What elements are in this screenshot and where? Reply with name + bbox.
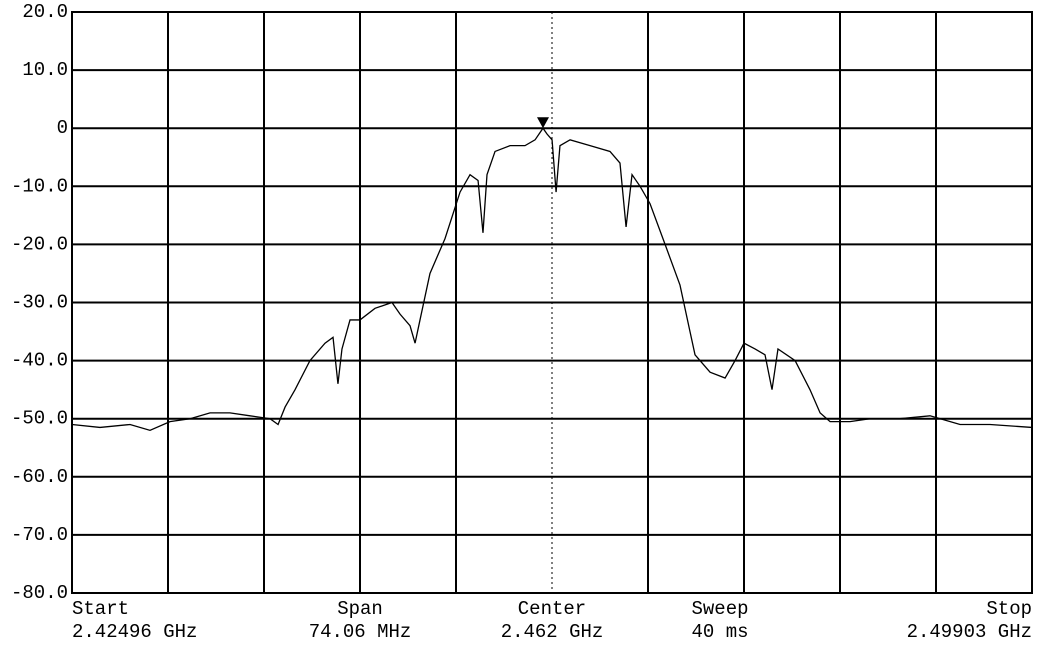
annotation-value: 2.49903 GHz xyxy=(907,621,1032,643)
y-tick-label: -40.0 xyxy=(11,350,68,372)
annotation-value: 40 ms xyxy=(691,621,748,643)
y-tick-label: 10.0 xyxy=(22,59,68,81)
annotation-label: Center xyxy=(518,598,586,620)
annotation-value: 2.42496 GHz xyxy=(72,621,197,643)
annotation-label: Span xyxy=(337,598,383,620)
plot-frame xyxy=(71,11,1033,594)
annotation-label: Sweep xyxy=(691,598,748,620)
y-tick-label: -80.0 xyxy=(11,582,68,604)
annotation-value: 2.462 GHz xyxy=(501,621,604,643)
annotation-value: 74.06 MHz xyxy=(309,621,412,643)
y-tick-label: -10.0 xyxy=(11,175,68,197)
y-tick-label: 20.0 xyxy=(22,1,68,23)
y-tick-label: -50.0 xyxy=(11,408,68,430)
trace xyxy=(71,127,1033,432)
y-tick-label: -60.0 xyxy=(11,466,68,488)
marker xyxy=(536,117,549,129)
y-tick-label: -70.0 xyxy=(11,524,68,546)
annotation-label: Stop xyxy=(986,598,1032,620)
y-tick-label: -20.0 xyxy=(11,233,68,255)
y-tick-label: 0 xyxy=(57,117,68,139)
annotation-label: Start xyxy=(72,598,129,620)
y-tick-label: -30.0 xyxy=(11,292,68,314)
